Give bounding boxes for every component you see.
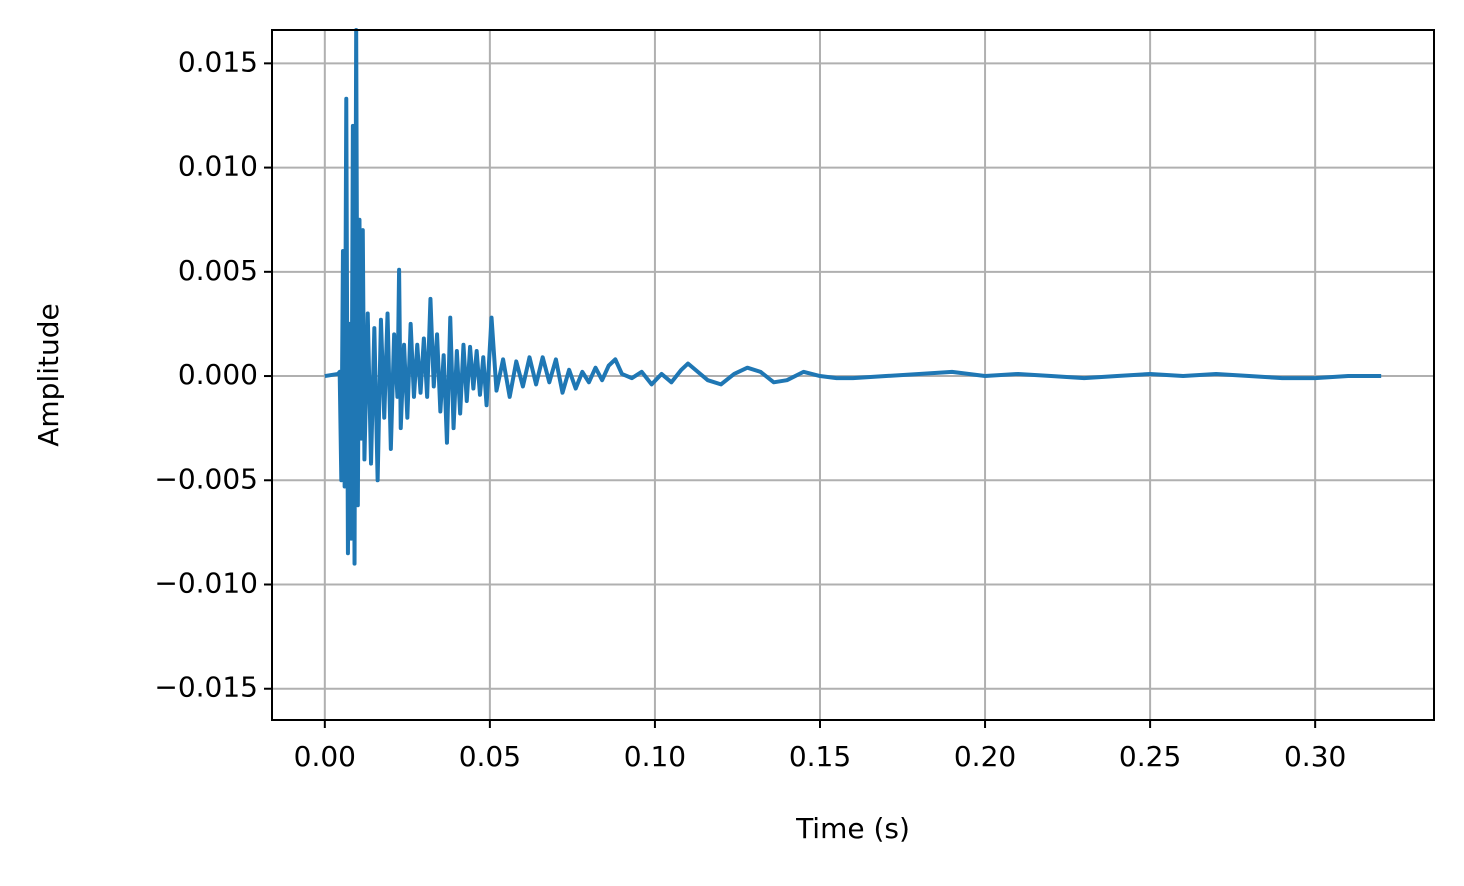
x-tick-label: 0.00 — [294, 740, 356, 773]
y-tick-label: 0.015 — [178, 45, 258, 78]
signal-line — [324, 28, 1382, 566]
x-tick-label: 0.05 — [459, 740, 521, 773]
y-tick-label: 0.010 — [178, 150, 258, 183]
plot-frame — [271, 29, 1435, 721]
x-axis-label: Time (s) — [795, 812, 910, 845]
x-tick-label: 0.20 — [954, 740, 1016, 773]
y-tick-label: −0.005 — [154, 462, 258, 495]
y-tick-label: −0.010 — [154, 567, 258, 600]
y-tick-label: −0.015 — [154, 671, 258, 704]
y-tick-label: 0.005 — [178, 254, 258, 287]
y-tick-label: 0.000 — [178, 358, 258, 391]
x-tick-label: 0.30 — [1284, 740, 1346, 773]
x-tick-label: 0.10 — [624, 740, 686, 773]
x-tick-label: 0.15 — [789, 740, 851, 773]
y-axis-label: Amplitude — [32, 303, 65, 447]
x-tick-label: 0.25 — [1119, 740, 1181, 773]
